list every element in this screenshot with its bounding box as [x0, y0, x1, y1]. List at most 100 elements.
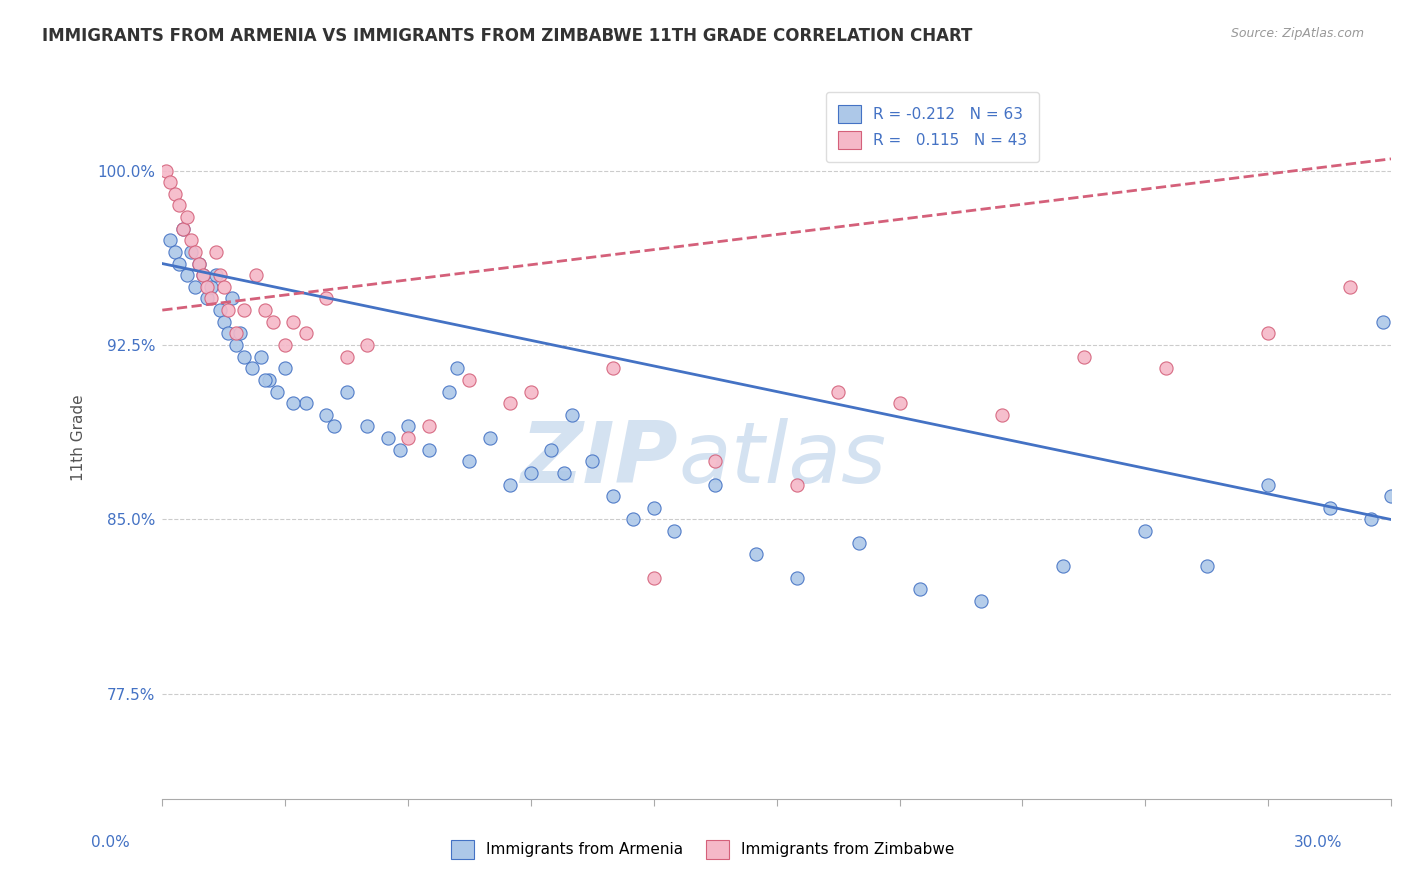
Point — [745, 548, 768, 562]
Point — [184, 280, 207, 294]
Point — [1372, 315, 1395, 329]
Point — [217, 326, 239, 341]
Point — [208, 303, 231, 318]
Text: atlas: atlas — [678, 418, 886, 501]
Point — [176, 268, 198, 283]
Point — [167, 256, 190, 270]
Point — [315, 408, 337, 422]
Point — [970, 594, 993, 608]
Point — [225, 338, 247, 352]
Point — [266, 384, 288, 399]
Text: 30.0%: 30.0% — [1295, 836, 1343, 850]
Point — [323, 419, 346, 434]
Point — [786, 571, 808, 585]
Text: Source: ZipAtlas.com: Source: ZipAtlas.com — [1230, 27, 1364, 40]
Point — [294, 326, 316, 341]
Point — [664, 524, 686, 538]
Point — [643, 571, 665, 585]
Point — [245, 268, 267, 283]
Point — [540, 442, 562, 457]
Point — [155, 163, 177, 178]
Point — [1052, 559, 1074, 574]
Point — [262, 315, 284, 329]
Point — [253, 373, 276, 387]
Point — [283, 315, 305, 329]
Point — [253, 303, 276, 318]
Point — [581, 454, 603, 468]
Point — [176, 210, 198, 224]
Point — [520, 466, 543, 480]
Point — [388, 442, 411, 457]
Legend: R = -0.212   N = 63, R =   0.115   N = 43: R = -0.212 N = 63, R = 0.115 N = 43 — [825, 92, 1039, 161]
Point — [208, 268, 231, 283]
Point — [274, 361, 297, 376]
Point — [1073, 350, 1095, 364]
Point — [188, 256, 211, 270]
Point — [553, 466, 575, 480]
Point — [827, 384, 849, 399]
Point — [356, 338, 378, 352]
Point — [848, 535, 870, 549]
Point — [643, 500, 665, 515]
Y-axis label: 11th Grade: 11th Grade — [72, 395, 86, 482]
Point — [377, 431, 399, 445]
Point — [195, 292, 218, 306]
Point — [221, 292, 243, 306]
Point — [163, 186, 186, 201]
Point — [499, 396, 522, 410]
Point — [478, 431, 501, 445]
Point — [1319, 500, 1341, 515]
Point — [217, 303, 239, 318]
Point — [184, 244, 207, 259]
Point — [249, 350, 271, 364]
Point — [274, 338, 297, 352]
Text: 0.0%: 0.0% — [91, 836, 131, 850]
Point — [396, 431, 419, 445]
Point — [602, 489, 624, 503]
Point — [257, 373, 280, 387]
Point — [561, 408, 583, 422]
Point — [283, 396, 305, 410]
Point — [204, 268, 226, 283]
Point — [212, 315, 235, 329]
Point — [163, 244, 186, 259]
Point — [499, 477, 522, 491]
Point — [315, 292, 337, 306]
Point — [225, 326, 247, 341]
Point — [1135, 524, 1157, 538]
Point — [1379, 489, 1402, 503]
Point — [786, 477, 808, 491]
Point — [193, 268, 215, 283]
Point — [200, 280, 222, 294]
Point — [180, 233, 202, 247]
Point — [180, 244, 202, 259]
Point — [229, 326, 252, 341]
Point — [233, 350, 256, 364]
Point — [159, 233, 181, 247]
Point — [356, 419, 378, 434]
Point — [437, 384, 460, 399]
Point — [336, 350, 359, 364]
Point — [704, 454, 727, 468]
Point — [188, 256, 211, 270]
Point — [159, 175, 181, 189]
Point — [520, 384, 543, 399]
Point — [212, 280, 235, 294]
Point — [1257, 326, 1279, 341]
Point — [418, 442, 440, 457]
Point — [233, 303, 256, 318]
Point — [396, 419, 419, 434]
Point — [1257, 477, 1279, 491]
Point — [195, 280, 218, 294]
Point — [193, 268, 215, 283]
Point — [1360, 512, 1382, 526]
Point — [458, 373, 481, 387]
Point — [704, 477, 727, 491]
Point — [172, 221, 194, 235]
Point — [908, 582, 931, 597]
Point — [242, 361, 264, 376]
Point — [889, 396, 911, 410]
Point — [1339, 280, 1361, 294]
Point — [336, 384, 359, 399]
Point — [458, 454, 481, 468]
